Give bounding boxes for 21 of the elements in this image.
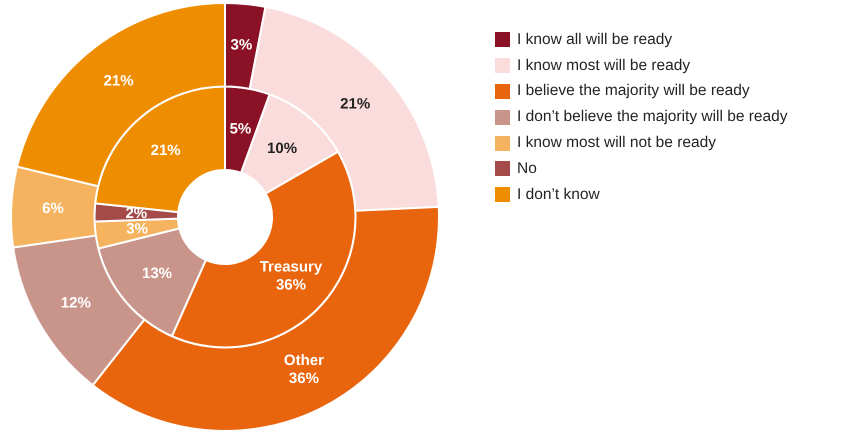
data-label: 3% <box>126 220 148 238</box>
data-label: 13% <box>142 265 172 282</box>
legend-label: I know most will be ready <box>517 56 690 75</box>
legend-label: I believe the majority will be ready <box>517 82 750 100</box>
data-label: 36% <box>276 276 306 294</box>
data-label: 21% <box>340 95 370 112</box>
legend-label: No <box>517 160 537 178</box>
data-label: 21% <box>150 142 181 160</box>
slice-label: Other <box>284 352 324 370</box>
data-label: 6% <box>42 200 64 217</box>
legend-label: I know most will not be ready <box>517 134 716 152</box>
data-label: 5% <box>230 120 252 138</box>
data-label: 21% <box>104 72 134 90</box>
data-label: 3% <box>230 36 252 54</box>
data-label: 10% <box>267 140 298 158</box>
legend-label: I don’t know <box>517 186 600 204</box>
data-label: 12% <box>60 294 91 312</box>
legend-label: I know all will be ready <box>517 30 672 49</box>
legend-label: I don’t believe the majority will be ready <box>517 108 788 126</box>
data-label: 36% <box>288 370 319 388</box>
slice-label: Treasury <box>260 258 323 276</box>
